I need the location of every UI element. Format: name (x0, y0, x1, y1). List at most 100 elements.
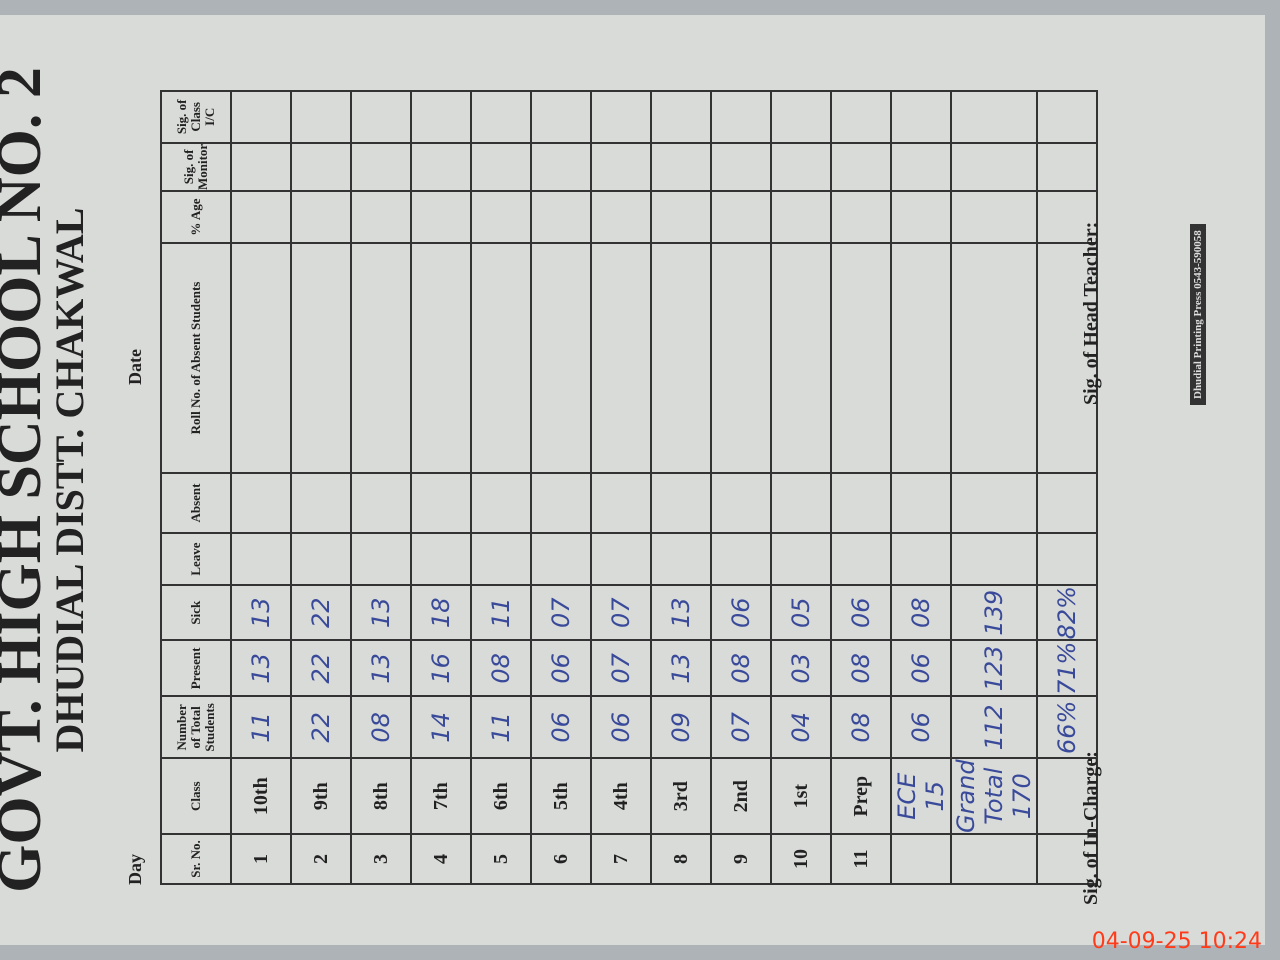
cell-sick: 08 (891, 585, 951, 641)
school-title: GOVT. HIGH SCHOOL NO. 2 (0, 67, 54, 893)
cell-total: 06 (891, 696, 951, 759)
empty-cell (411, 243, 471, 474)
cell-class: 4th (591, 758, 651, 834)
cell-class: 5th (531, 758, 591, 834)
cell-present: 03 (771, 640, 831, 697)
column-header: Number of Total Students (161, 696, 231, 759)
empty-cell (711, 533, 771, 586)
cell-sick: 05 (771, 585, 831, 641)
empty-cell (951, 834, 1037, 884)
column-header: Sick (161, 585, 231, 641)
cell-sr: 3 (351, 834, 411, 884)
cell-class: 2nd (711, 758, 771, 834)
cell-class: 8th (351, 758, 411, 834)
empty-cell (711, 90, 771, 143)
empty-cell (891, 90, 951, 143)
empty-cell (831, 191, 891, 244)
empty-cell (351, 243, 411, 474)
cell-sick: 22 (291, 585, 351, 641)
table-row: ECE 15 06 06 08 (891, 90, 951, 884)
empty-cell (411, 90, 471, 143)
cell-sick: 06 (831, 585, 891, 641)
empty-cell (951, 533, 1037, 586)
column-header: Roll No. of Absent Students (161, 243, 231, 474)
head-teacher-signature: Sig. of Head Teacher: (1080, 221, 1102, 405)
cell-present: 07 (591, 640, 651, 697)
empty-cell (831, 473, 891, 534)
cell-sr: 5 (471, 834, 531, 884)
cell-total: 06 (531, 696, 591, 759)
cell-class: 9th (291, 758, 351, 834)
empty-cell (651, 142, 711, 192)
column-header: Sig. of Monitor (161, 142, 231, 192)
empty-cell (831, 142, 891, 192)
empty-cell (651, 243, 711, 474)
empty-cell (831, 90, 891, 143)
empty-cell (771, 473, 831, 534)
empty-cell (351, 90, 411, 143)
cell-sr: 10 (771, 834, 831, 884)
empty-cell (651, 191, 711, 244)
cell-present: 22 (291, 640, 351, 697)
empty-cell (951, 473, 1037, 534)
cell-class: ECE 15 (891, 758, 951, 834)
cell-sick: 07 (591, 585, 651, 641)
empty-cell (711, 243, 771, 474)
cell-total: 08 (831, 696, 891, 759)
column-header: % Age (161, 191, 231, 244)
cell-sr: 11 (831, 834, 891, 884)
empty-cell (411, 473, 471, 534)
empty-cell (1037, 90, 1097, 143)
empty-cell (711, 473, 771, 534)
empty-cell (591, 191, 651, 244)
header-row: Sr. No. Class Number of Total Students Pres… (161, 90, 231, 884)
column-header: Sig. of Class I/C (161, 90, 231, 143)
cell-total: 112 (951, 696, 1037, 759)
school-subtitle: DHUDIAL DISTT. CHAKWAL (47, 207, 92, 753)
cell-sick: 18 (411, 585, 471, 641)
table-row: 4 7th 14 16 18 (411, 90, 471, 884)
empty-cell (351, 142, 411, 192)
column-header: Class (161, 758, 231, 834)
cell-sr: 2 (291, 834, 351, 884)
table-row: 10 1st 04 03 05 (771, 90, 831, 884)
cell-total: 08 (351, 696, 411, 759)
cell-total: 22 (291, 696, 351, 759)
cell-present: 123 (951, 640, 1037, 697)
cell-sick: 11 (471, 585, 531, 641)
cell-class: 1st (771, 758, 831, 834)
empty-cell (951, 191, 1037, 244)
empty-cell (891, 834, 951, 884)
empty-cell (891, 243, 951, 474)
empty-cell (231, 243, 291, 474)
empty-cell (471, 533, 531, 586)
empty-cell (771, 90, 831, 143)
empty-cell (471, 473, 531, 534)
column-header: Leave (161, 533, 231, 586)
table-row: 6 5th 06 06 07 (531, 90, 591, 884)
photo-timestamp: 04-09-25 10:24 (1091, 929, 1262, 954)
cell-class: 3rd (651, 758, 711, 834)
table-row: 7 4th 06 07 07 (591, 90, 651, 884)
date-label: Date (125, 349, 145, 385)
attendance-sheet: GOVT. HIGH SCHOOL NO. 2 DHUDIAL DISTT. C… (0, 15, 1265, 945)
cell-sr: 8 (651, 834, 711, 884)
column-header: Present (161, 640, 231, 697)
empty-cell (591, 243, 651, 474)
empty-cell (651, 473, 711, 534)
empty-cell (771, 533, 831, 586)
table-row: 8 3rd 09 13 13 (651, 90, 711, 884)
empty-cell (231, 142, 291, 192)
empty-cell (351, 473, 411, 534)
empty-cell (291, 142, 351, 192)
empty-cell (531, 533, 591, 586)
empty-cell (651, 533, 711, 586)
attendance-table: Sr. No. Class Number of Total Students Pres… (160, 90, 1098, 885)
cell-class: 6th (471, 758, 531, 834)
cell-sick: 07 (531, 585, 591, 641)
cell-total: 09 (651, 696, 711, 759)
empty-cell (231, 90, 291, 143)
cell-class: 7th (411, 758, 471, 834)
cell-present: 06 (531, 640, 591, 697)
